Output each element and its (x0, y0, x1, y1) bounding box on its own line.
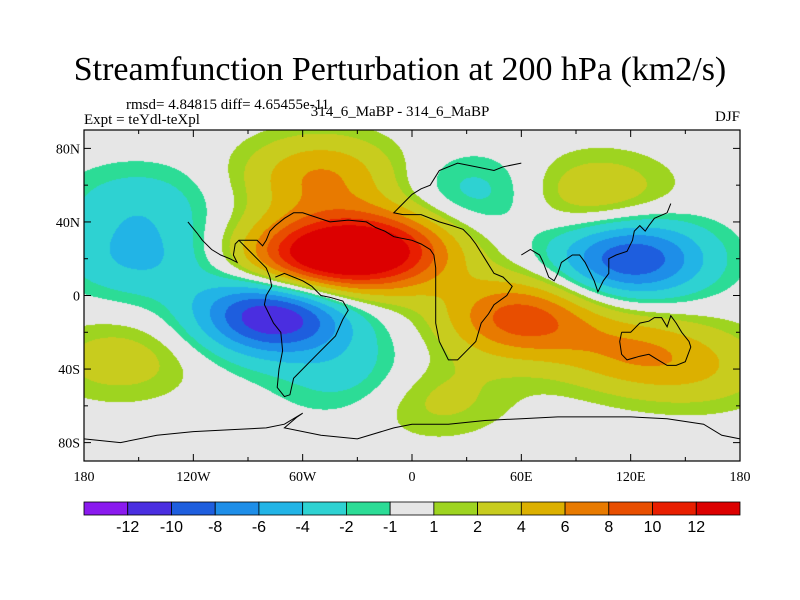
x-tick-label: 120E (616, 470, 646, 485)
colorbar-box (477, 501, 522, 516)
colorbar-box (695, 501, 741, 516)
colorbar-box (258, 501, 304, 516)
colorbar-label: 1 (429, 519, 438, 536)
x-tick-label: 60W (289, 470, 317, 485)
y-tick-label: 80N (56, 142, 80, 157)
coastline-africa-eurasia (329, 162, 522, 361)
colorbar-label: 10 (644, 519, 662, 536)
colorbar-box (433, 501, 479, 516)
x-tick-label: 180 (730, 470, 751, 485)
coastline-australia (619, 314, 692, 366)
colorbar-box (652, 501, 697, 516)
x-tick-label: 60E (510, 470, 533, 485)
colorbar-box (345, 501, 391, 516)
y-tick-label: 40S (58, 363, 80, 378)
colorbar-box (389, 501, 435, 516)
y-tick-label: 0 (73, 290, 80, 305)
colorbar-label: -8 (208, 519, 222, 536)
colorbar-label: -12 (116, 519, 139, 536)
colorbar-box (214, 501, 260, 516)
y-tick-label: 80S (58, 437, 80, 452)
colorbar-box (564, 501, 610, 516)
coastline-antarctica (83, 412, 741, 444)
experiment-text: Expt = teYdl-teXpl (84, 112, 200, 128)
x-tick-label: 120W (176, 470, 211, 485)
y-tick-label: 40N (56, 216, 80, 231)
coastline-north-america (187, 212, 331, 264)
coastline-south-america (238, 239, 349, 398)
colorbar-label: 4 (517, 519, 526, 536)
colorbar-label: 2 (473, 519, 482, 536)
colorbar-label: 8 (604, 519, 613, 536)
colorbar-label: -6 (252, 519, 266, 536)
colorbar-box (171, 501, 216, 516)
field-raster (84, 130, 740, 461)
colorbar-label: -2 (339, 519, 353, 536)
colorbar-label: -1 (383, 519, 397, 536)
colorbar-box (302, 501, 347, 516)
colorbar-label: -10 (160, 519, 183, 536)
chart-title: Streamfunction Perturbation at 200 hPa (… (73, 51, 727, 88)
x-tick-label: 180 (74, 470, 95, 485)
colorbar-box (608, 501, 653, 516)
stats-text: rmsd= 4.84815 diff= 4.65455e-11 (126, 97, 330, 113)
season-label: DJF (714, 109, 740, 125)
colorbar-box (83, 501, 129, 516)
colorbar-label: -4 (296, 519, 310, 536)
x-tick-label: 0 (409, 470, 416, 485)
colorbar-box (127, 501, 172, 516)
colorbar-label: 6 (561, 519, 570, 536)
comparison-text: 314_6_MaBP - 314_6_MaBP (310, 104, 490, 120)
colorbar-label: 12 (687, 519, 705, 536)
coastline-south-asia (521, 203, 672, 294)
colorbar-box (520, 501, 566, 516)
